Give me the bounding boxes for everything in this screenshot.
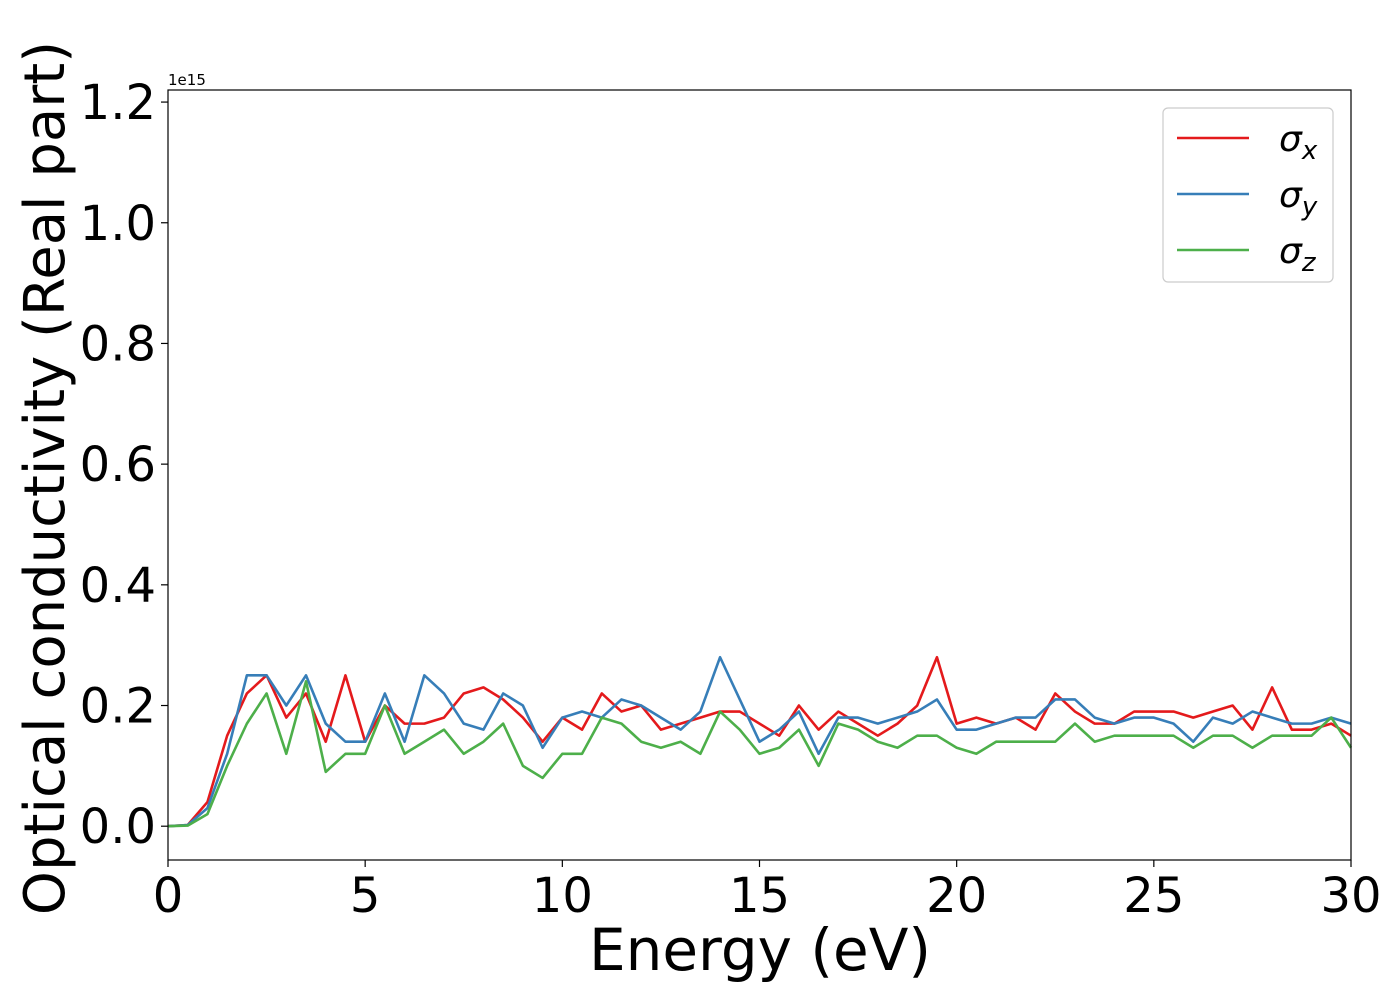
y-axis-label: Optical conductivity (Real part) [13, 41, 78, 915]
x-tick-label: 10 [532, 868, 593, 924]
x-axis-label: Energy (eV) [589, 916, 931, 984]
x-tick-label: 0 [153, 868, 184, 924]
y-tick-label: 0.4 [80, 558, 156, 614]
x-tick-label: 15 [729, 868, 790, 924]
legend-label: σy [1279, 175, 1318, 222]
x-tick-label: 5 [350, 868, 381, 924]
y-tick-label: 1.0 [80, 196, 156, 252]
y-tick-label: 0.0 [80, 799, 156, 855]
plot-frame [167, 89, 1352, 861]
plot-area [168, 90, 1351, 860]
y-tick-label: 0.6 [80, 437, 156, 493]
y-tick-label: 0.8 [80, 316, 156, 372]
x-tick-label: 20 [926, 868, 987, 924]
y-tick-label: 0.2 [80, 679, 156, 735]
series-line [167, 680, 1353, 828]
legend-label: σz [1279, 231, 1317, 278]
x-tick-label: 30 [1320, 868, 1381, 924]
offset-text: 1e15 [168, 71, 206, 89]
series-line [167, 655, 1352, 828]
y-tick-label: 1.2 [80, 75, 156, 131]
legend-label: σx [1279, 119, 1318, 166]
x-tick-label: 25 [1123, 868, 1184, 924]
